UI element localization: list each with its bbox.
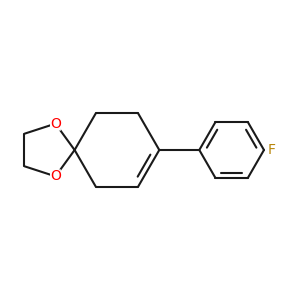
Text: O: O bbox=[50, 169, 61, 183]
Text: O: O bbox=[50, 117, 61, 130]
Text: F: F bbox=[268, 143, 276, 157]
